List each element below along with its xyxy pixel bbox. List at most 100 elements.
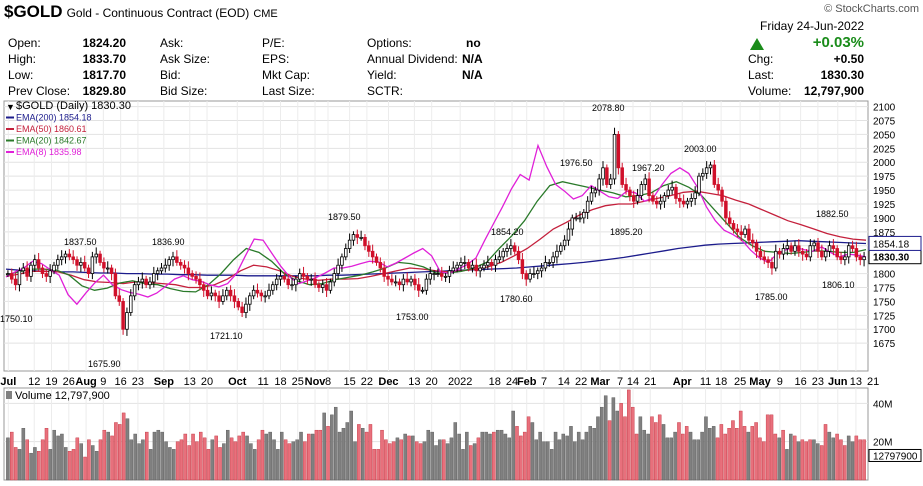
x-tick-label: 21 (867, 376, 879, 388)
x-tick-label: Oct (228, 376, 247, 388)
volume-bar (854, 435, 859, 481)
volume-bar (746, 431, 751, 481)
volume-bar (762, 441, 766, 481)
volume-legend-label: Volume 12,797,900 (15, 390, 110, 402)
volume-bar (669, 437, 673, 481)
x-tick-label: 25 (734, 376, 746, 388)
volume-bar (657, 414, 662, 481)
volume-bar (71, 449, 76, 481)
candle-body (232, 295, 237, 302)
volume-bar (283, 439, 288, 481)
volume-bar (318, 429, 323, 481)
candle-body (712, 164, 717, 185)
candle-body (201, 284, 206, 291)
candle-body (56, 259, 60, 266)
candle-body (98, 253, 102, 263)
volume-bar (94, 451, 99, 481)
volume-bar (306, 433, 311, 481)
candle-body (639, 184, 644, 197)
volume-value: 12,797,900 (803, 84, 864, 98)
pe-label: P/E: (262, 36, 285, 50)
price-tick-label: 2100 (873, 103, 896, 114)
candle-body (274, 278, 279, 286)
volume-bar (106, 431, 110, 481)
volume-bar (634, 433, 639, 481)
volume-bar (642, 429, 646, 481)
candle-body (720, 189, 724, 202)
volume-bar (584, 431, 589, 481)
volume-bar (715, 437, 720, 481)
candle-body (758, 250, 763, 258)
candle-body (489, 262, 494, 266)
candle-body (551, 256, 555, 263)
volume-bar (488, 433, 492, 481)
volume-bar (430, 431, 434, 481)
x-tick-label: Nov (305, 376, 327, 388)
volume-bar (827, 431, 832, 481)
annotation-1976-50: 1976.50 (560, 158, 593, 168)
x-tick-label: 7 (617, 376, 623, 388)
volume-bar (465, 431, 469, 481)
volume-bar (364, 431, 369, 481)
volume-bar (654, 422, 658, 481)
volume-bar (727, 428, 731, 481)
volume-bar (731, 420, 735, 481)
annotation-1806-10: 1806.10 (822, 280, 855, 290)
volume-bar (623, 416, 627, 481)
volume-bar (353, 441, 357, 481)
price-tick-label: 1750 (873, 297, 896, 308)
volume-bar (133, 433, 137, 481)
candle-body (501, 250, 505, 258)
candle-body (301, 273, 306, 277)
annual-dividend-label: Annual Dividend: (367, 52, 458, 66)
volume-bar (17, 449, 22, 481)
volume-bar (711, 426, 716, 481)
volume-bar (411, 435, 415, 481)
candle-body (731, 223, 736, 230)
candle-body (750, 239, 755, 244)
volume-bar (87, 439, 91, 481)
x-tick-label: Dec (378, 376, 398, 388)
volume-bar (835, 433, 839, 481)
volume-bar (472, 443, 477, 481)
candle-body (82, 262, 87, 269)
volume-bar (152, 431, 157, 481)
candle-body (393, 281, 398, 284)
x-tick-label: 11 (257, 376, 268, 388)
volume-bar (372, 449, 377, 481)
candle-body (367, 245, 371, 252)
candle-body (244, 303, 248, 313)
candle-body (808, 245, 813, 258)
volume-bar (187, 445, 191, 481)
candle-body (309, 278, 313, 281)
candle-body (601, 167, 605, 180)
candle-body (835, 248, 839, 258)
volume-bar (256, 439, 261, 481)
candle-body (328, 281, 333, 291)
candle-body (36, 259, 41, 269)
candle-body (543, 262, 548, 269)
candle-body (40, 267, 45, 274)
ask-label: Ask: (160, 36, 184, 50)
candle-body (624, 184, 628, 191)
volume-bar (330, 414, 334, 481)
volume-bar (218, 447, 222, 481)
candle-body (148, 281, 152, 286)
volume-bar (199, 431, 203, 481)
x-tick-label: 13 (184, 376, 196, 388)
volume-last-tag (868, 448, 922, 462)
candle-body (862, 256, 866, 261)
candle-body (532, 273, 536, 275)
volume-bar (704, 416, 708, 481)
legend-entry: EMA(20) 1842.67 (16, 136, 87, 146)
volume-bar (789, 433, 793, 481)
candle-body (320, 284, 325, 288)
ema200-tag (868, 235, 922, 251)
candle-body (363, 236, 367, 247)
volume-bar (368, 424, 373, 481)
volume-bar (272, 439, 276, 481)
volume-bar (21, 428, 26, 481)
annotation-1721-10: 1721.10 (210, 331, 243, 341)
volume-bar (179, 439, 184, 481)
candle-body (620, 167, 624, 185)
